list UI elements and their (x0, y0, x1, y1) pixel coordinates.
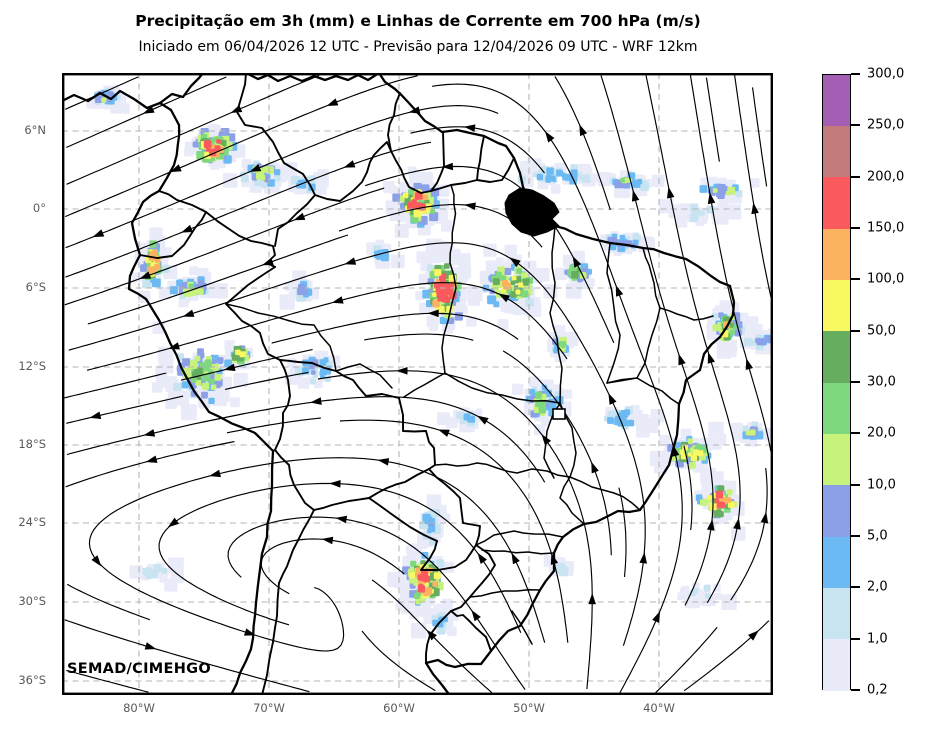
colorbar-label: 0,2 (867, 682, 888, 698)
watermark-label: SEMAD/CIMEHGO (67, 661, 211, 677)
lat-tick-label: 0° (32, 201, 46, 215)
colorbar-tick (851, 586, 860, 589)
map-frame (62, 73, 773, 695)
df-square-marker (552, 408, 566, 420)
colorbar-segment (823, 382, 850, 435)
colorbar-tick (851, 689, 860, 691)
lon-tick-label: 50°W (513, 701, 545, 715)
colorbar-segment (823, 331, 850, 384)
colorbar-label: 20,0 (867, 425, 896, 441)
colorbar-label: 50,0 (867, 323, 896, 339)
colorbar-segment (823, 587, 850, 640)
colorbar-tick (851, 483, 860, 486)
colorbar-segment (823, 75, 850, 127)
map-canvas (62, 73, 773, 695)
colorbar-label: 1,0 (867, 631, 888, 647)
colorbar-segment (823, 433, 850, 486)
colorbar-label: 250,0 (867, 117, 905, 133)
lat-tick-label: 36°S (18, 673, 46, 687)
geography-layer (62, 73, 736, 695)
colorbar-tick (851, 329, 860, 332)
lat-tick-label: 12°S (18, 359, 46, 373)
lat-tick-label: 30°S (18, 594, 46, 608)
colorbar-label: 10,0 (867, 477, 896, 493)
streamlines-layer (64, 74, 772, 694)
lat-tick-label: 6°S (25, 280, 46, 294)
colorbar-segment (823, 485, 850, 538)
colorbar-segment (823, 125, 850, 178)
colorbar-tick (851, 124, 860, 127)
precipitation-colorbar (822, 74, 851, 692)
lon-tick-label: 40°W (643, 701, 675, 715)
colorbar-segment (823, 279, 850, 332)
colorbar-tick (851, 278, 860, 281)
lon-tick-label: 60°W (383, 701, 415, 715)
colorbar-segment (823, 536, 850, 589)
colorbar-tick (851, 227, 860, 229)
lon-tick-label: 80°W (123, 701, 155, 715)
lon-tick-label: 70°W (253, 701, 285, 715)
lat-tick-label: 18°S (18, 437, 46, 451)
colorbar-segment (823, 228, 850, 281)
colorbar-label: 100,0 (867, 271, 905, 287)
colorbar-label: 30,0 (867, 374, 896, 390)
colorbar-tick (851, 381, 860, 383)
colorbar-label: 150,0 (867, 220, 905, 236)
lat-tick-label: 24°S (18, 515, 46, 529)
colorbar-tick (851, 535, 860, 537)
colorbar-segment (823, 639, 850, 692)
chart-subtitle: Iniciado em 06/04/2026 12 UTC - Previsão… (138, 39, 698, 55)
colorbar-tick (851, 432, 860, 435)
colorbar-label: 300,0 (867, 66, 905, 82)
lat-tick-label: 6°N (24, 123, 46, 137)
chart-title: Precipitação em 3h (mm) e Linhas de Corr… (135, 12, 701, 30)
colorbar-label: 2,0 (867, 579, 888, 595)
colorbar-segment (823, 177, 850, 230)
colorbar-tick (851, 73, 860, 75)
colorbar-tick (851, 175, 860, 178)
colorbar-label: 5,0 (867, 528, 888, 544)
colorbar-label: 200,0 (867, 169, 905, 185)
colorbar-tick (851, 637, 860, 640)
